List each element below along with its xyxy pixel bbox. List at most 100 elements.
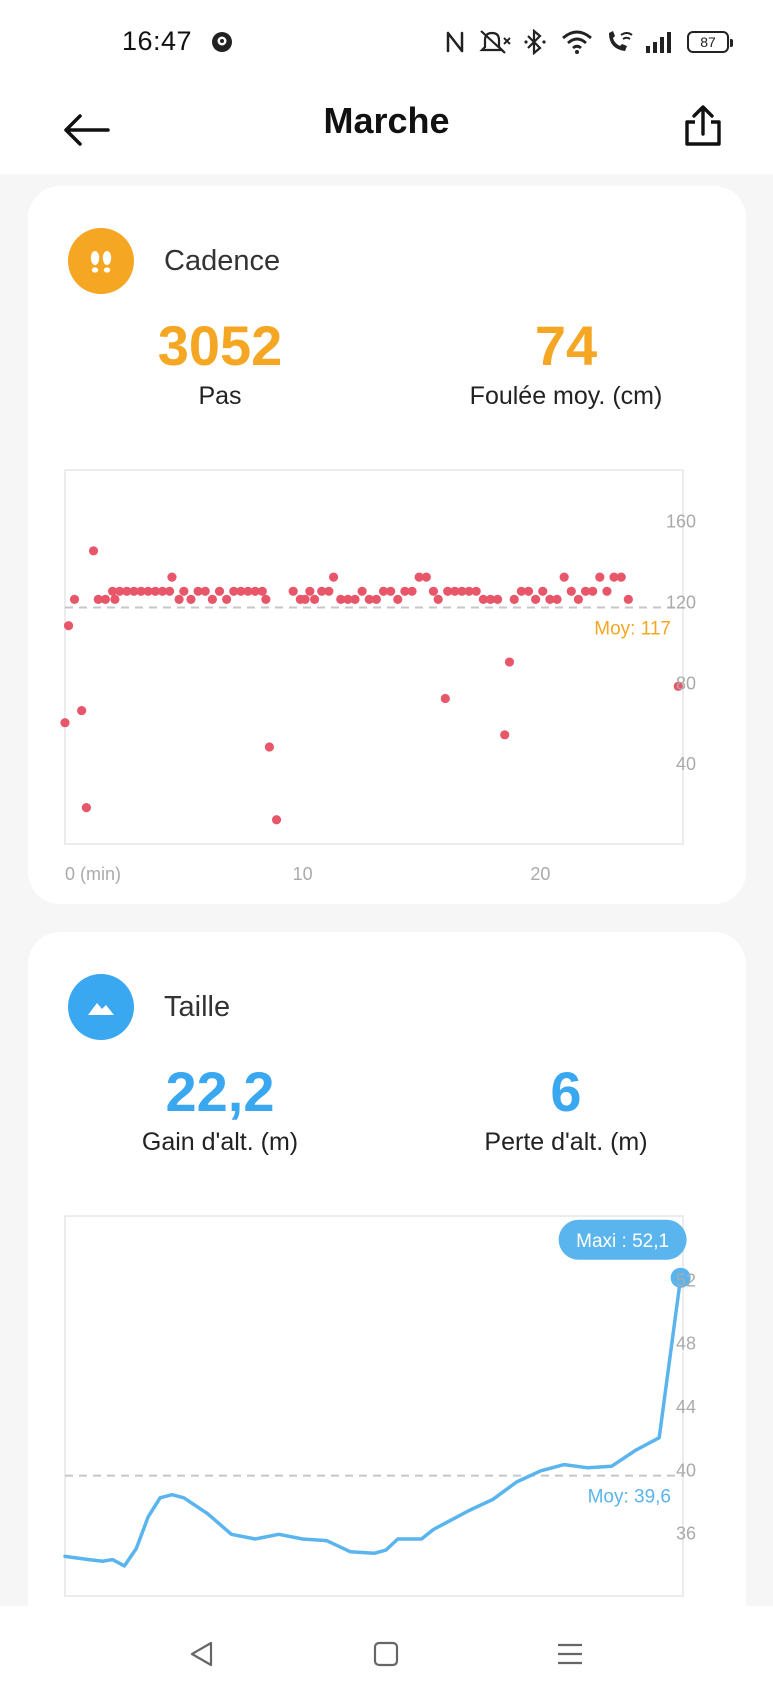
app-bar: Marche: [0, 84, 773, 174]
status-bar: 16:47 87: [0, 0, 773, 84]
cadence-point: [531, 594, 541, 604]
cadence-point: [464, 586, 474, 596]
triangle-back-icon: [190, 1641, 213, 1667]
system-nav-bar: [0, 1606, 773, 1700]
cadence-point: [264, 742, 275, 752]
cadence-point: [324, 586, 334, 596]
cadence-point: [150, 586, 160, 596]
cadence-point: [440, 693, 450, 704]
cadence-y-tick: 40: [676, 754, 696, 774]
cadence-point: [457, 586, 467, 596]
cadence-average-label: Moy: 117: [594, 618, 671, 639]
cadence-point: [616, 572, 626, 582]
altitude-title: Taille: [164, 990, 231, 1023]
arrow-left-icon: [64, 114, 110, 146]
cadence-point: [317, 586, 327, 596]
cadence-point: [552, 594, 562, 604]
cadence-card: Cadence 3052 Pas 74 Foulée moy. (cm) Moy…: [28, 186, 746, 904]
altitude-max-label: Maxi : 52,1: [576, 1231, 669, 1252]
cadence-point: [428, 586, 439, 596]
cadence-point: [609, 572, 619, 582]
back-button[interactable]: [58, 102, 114, 158]
cadence-chart: Moy: 117 160 120 80 40 0 (min) 10 20: [60, 469, 696, 884]
cadence-point: [443, 586, 453, 596]
status-time: 16:47: [122, 26, 193, 56]
cadence-point: [257, 586, 267, 596]
cadence-point: [110, 594, 120, 604]
cadence-point: [115, 586, 125, 596]
cadence-point: [580, 586, 591, 596]
footprints-icon: [68, 228, 134, 294]
cadence-point: [357, 586, 367, 596]
altitude-y-tick: 52: [676, 1270, 696, 1290]
cadence-point: [623, 594, 633, 604]
cadence-point: [602, 586, 612, 596]
altitude-plot-area: [64, 1215, 684, 1597]
cadence-point: [566, 586, 576, 596]
steps-value: 3052: [157, 314, 283, 377]
nav-home-button[interactable]: [358, 1626, 414, 1682]
altitude-y-tick: 40: [676, 1460, 696, 1480]
cadence-point: [179, 586, 189, 596]
cadence-point: [77, 705, 87, 716]
cadence-point: [200, 586, 210, 596]
altitude-header: Taille: [68, 974, 230, 1040]
cadence-point: [573, 594, 584, 604]
cadence-point: [63, 621, 74, 631]
mountain-icon: [68, 974, 134, 1040]
cadence-x-tick: 20: [530, 864, 550, 884]
cadence-point: [214, 586, 225, 596]
cadence-point: [93, 594, 103, 604]
wifi-calling-icon: [609, 31, 633, 51]
cadence-point: [523, 586, 534, 596]
battery-icon: 87: [687, 31, 733, 53]
cadence-plot-area: [64, 469, 684, 845]
gain-label: Gain d'alt. (m): [141, 1128, 299, 1156]
cadence-point: [174, 594, 184, 604]
cadence-point: [60, 718, 70, 728]
square-home-icon: [373, 1641, 399, 1667]
nfc-icon: [446, 31, 464, 53]
nav-back-button[interactable]: [174, 1626, 230, 1682]
cadence-point: [222, 594, 232, 604]
cadence-point: [545, 594, 555, 604]
cadence-point: [107, 586, 118, 596]
cadence-x-tick: 10: [293, 864, 313, 884]
cadence-point: [485, 594, 496, 604]
altitude-y-tick: 36: [676, 1524, 696, 1544]
cadence-point: [393, 594, 403, 604]
cadence-point: [143, 586, 153, 596]
stride-label: Foulée moy. (cm): [469, 382, 663, 410]
cadence-point: [250, 586, 260, 596]
cadence-point: [400, 586, 410, 596]
altitude-y-tick: 48: [676, 1334, 696, 1354]
cadence-point: [450, 586, 460, 596]
cadence-header: Cadence: [68, 228, 280, 294]
loss-stat: 6 Perte d'alt. (m): [416, 1060, 716, 1157]
cadence-point: [478, 594, 488, 604]
cadence-point: [229, 586, 239, 596]
cadence-point: [207, 594, 217, 604]
stride-stat: 74 Foulée moy. (cm): [416, 314, 716, 411]
altitude-chart: Moy: 39,6 Maxi : 52,1 52 48 44 40 36: [63, 1215, 696, 1597]
battery-level: 87: [700, 34, 716, 50]
cadence-point: [493, 594, 503, 604]
nav-menu-button[interactable]: [542, 1626, 598, 1682]
altitude-y-tick: 44: [676, 1397, 696, 1417]
cadence-point: [193, 586, 203, 596]
cadence-point: [164, 586, 175, 596]
altitude-average-label: Moy: 39,6: [588, 1487, 671, 1508]
share-button[interactable]: [675, 98, 731, 154]
menu-lines-icon: [558, 1643, 582, 1665]
cadence-point: [371, 594, 381, 604]
cadence-point: [673, 681, 683, 691]
cadence-point: [407, 586, 417, 596]
cadence-point: [500, 730, 510, 740]
cadence-y-tick: 120: [666, 592, 696, 612]
stride-value: 74: [534, 314, 598, 377]
cadence-point: [509, 594, 519, 604]
status-icons: 87: [445, 26, 733, 58]
cadence-point: [157, 586, 168, 596]
cadence-point: [100, 594, 111, 604]
cadence-point: [559, 572, 569, 582]
